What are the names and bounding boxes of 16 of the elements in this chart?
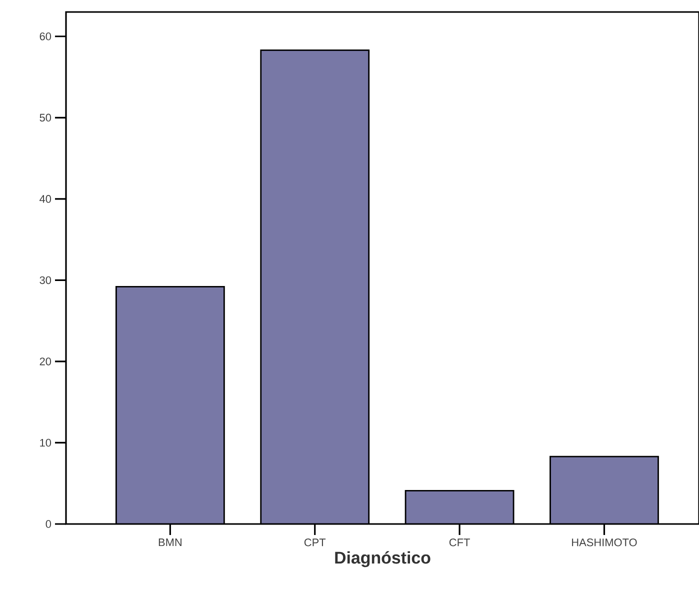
bar [550, 456, 659, 524]
bar [260, 49, 370, 524]
y-tick-label: 30 [40, 276, 52, 284]
y-tick-label: 10 [40, 438, 52, 447]
x-tick-label: BMN [158, 538, 182, 546]
bar [116, 286, 224, 524]
x-tick-label: CFT [449, 538, 470, 546]
y-tick-label: 0 [46, 520, 52, 528]
bar [404, 490, 514, 524]
x-tick-label: HASHIMOTO [572, 538, 637, 546]
y-tick-label: 60 [40, 32, 52, 40]
y-tick-label: 20 [40, 358, 52, 366]
x-tick-label: CPT [304, 538, 326, 546]
y-tick-label: 50 [40, 114, 52, 122]
y-tick-label: 40 [40, 195, 52, 203]
x-axis-title: Diagnóstico [335, 551, 430, 568]
